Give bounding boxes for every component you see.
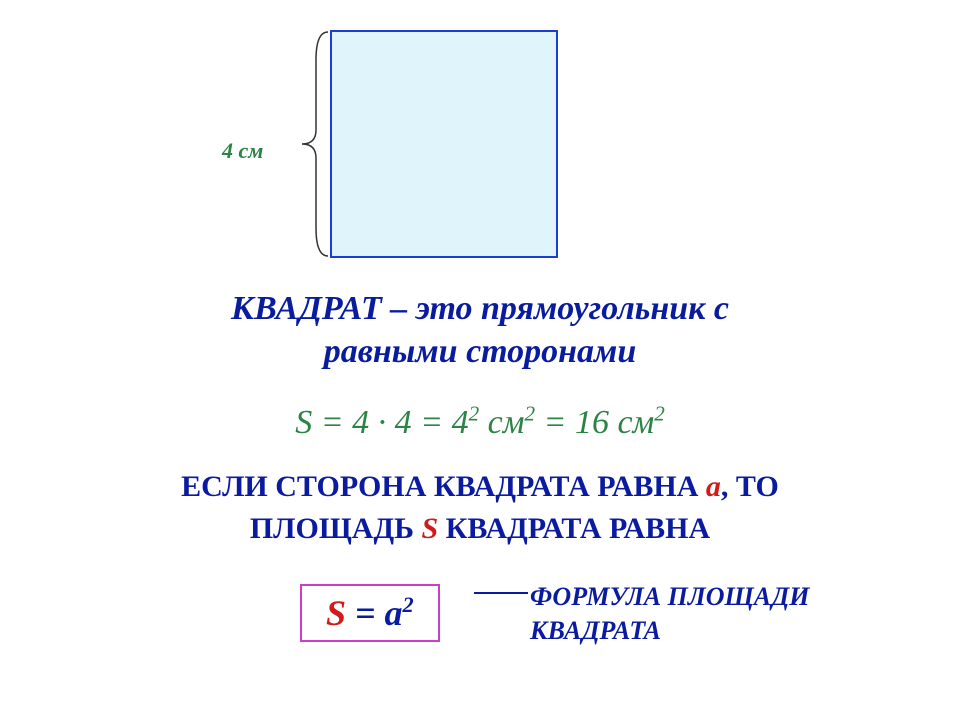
formula-label-line2: КВАДРАТА <box>530 616 661 645</box>
area-calculation: S = 4 · 4 = 42 см2 = 16 см2 <box>0 404 960 442</box>
brace-bracket <box>298 30 332 258</box>
calc-eq2: = 16 см <box>535 404 654 441</box>
formula-s: S <box>326 593 346 633</box>
brace-path <box>302 32 328 256</box>
calc-exp2: 2 <box>524 402 535 426</box>
rule-part2: , ТО <box>721 470 779 503</box>
definition-line2: равными сторонами <box>324 333 637 370</box>
calc-exp3: 2 <box>654 402 665 426</box>
formula-box: S = a2 <box>300 584 440 642</box>
rule-variable-s: S <box>421 512 438 545</box>
square-diagram: 4 см <box>0 20 960 270</box>
formula-label: ФОРМУЛА ПЛОЩАДИ КВАДРАТА <box>530 580 809 648</box>
calc-mid: см <box>479 404 524 441</box>
calc-exp1: 2 <box>469 402 480 426</box>
area-rule: ЕСЛИ СТОРОНА КВАДРАТА РАВНА a, ТО ПЛОЩАД… <box>0 466 960 550</box>
calc-eq1: = 4 · 4 = 4 <box>312 404 468 441</box>
rule-part1: ЕСЛИ СТОРОНА КВАДРАТА РАВНА <box>181 470 706 503</box>
side-length-label: 4 см <box>222 138 263 164</box>
formula-section: S = a2 ФОРМУЛА ПЛОЩАДИ КВАДРАТА <box>0 584 960 674</box>
definition-text: КВАДРАТ – это прямоугольник с равными ст… <box>0 288 960 373</box>
calc-s: S <box>295 404 312 441</box>
rule-line2a: ПЛОЩАДЬ <box>250 512 422 545</box>
square-shape <box>330 30 558 258</box>
formula-label-line1: ФОРМУЛА ПЛОЩАДИ <box>530 582 809 611</box>
formula-eq: = a <box>346 593 403 633</box>
formula-exp: 2 <box>403 592 414 617</box>
rule-variable-a: a <box>706 470 721 503</box>
connector-line <box>474 592 528 594</box>
definition-line1: КВАДРАТ – это прямоугольник с <box>231 290 729 327</box>
rule-line2b: КВАДРАТА РАВНА <box>438 512 710 545</box>
